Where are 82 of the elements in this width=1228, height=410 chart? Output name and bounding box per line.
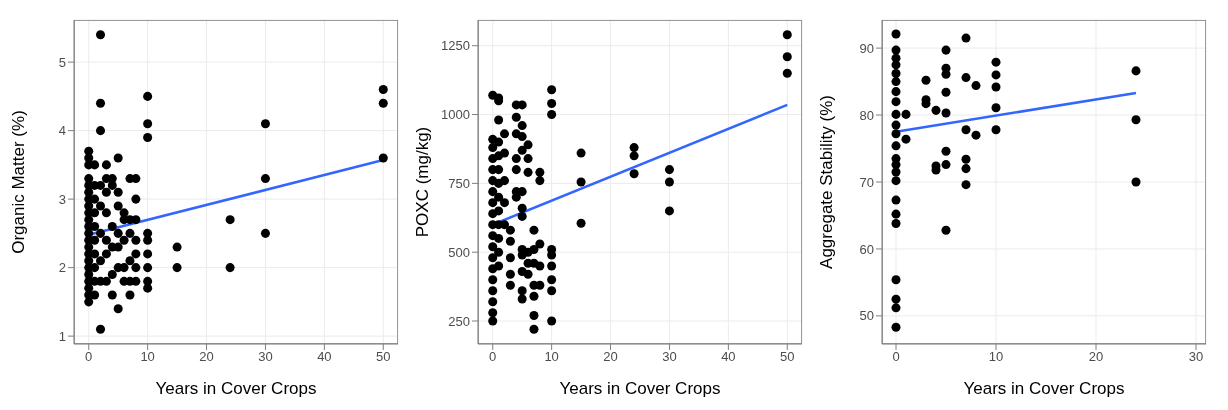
- point: [991, 57, 1001, 67]
- x-tick-label: 30: [1188, 349, 1204, 365]
- y-tick-label: 80: [859, 107, 874, 123]
- x-tick-label: 20: [1088, 349, 1104, 365]
- y-axis-title: POXC (mg/kg): [413, 126, 433, 238]
- x-axis-title: Years in Cover Crops: [559, 379, 721, 398]
- point: [891, 275, 901, 285]
- y-tick-label: 70: [859, 174, 874, 190]
- x-tick-label: 40: [317, 349, 332, 365]
- y-tick-label: 90: [859, 40, 874, 56]
- y-tick-label: 50: [859, 308, 874, 324]
- x-tick-label: 40: [721, 349, 736, 365]
- y-tick-label: 60: [859, 241, 874, 257]
- point: [891, 29, 901, 39]
- point: [941, 45, 951, 55]
- point: [891, 294, 901, 304]
- point: [891, 87, 901, 97]
- y-axis-title: Aggregate Stability (%): [817, 95, 837, 269]
- y-tick-label: 500: [448, 244, 470, 260]
- point: [891, 97, 901, 107]
- x-tick-label: 10: [544, 349, 559, 365]
- x-tick-label: 10: [140, 349, 155, 365]
- point: [891, 209, 901, 219]
- point: [941, 160, 951, 170]
- point: [891, 120, 901, 130]
- point: [941, 108, 951, 118]
- point: [991, 103, 1001, 113]
- point: [891, 322, 901, 332]
- point: [991, 70, 1001, 80]
- point: [991, 82, 1001, 92]
- point: [1131, 66, 1141, 76]
- point: [931, 105, 941, 115]
- x-tick-label: 20: [603, 349, 618, 365]
- point: [891, 176, 901, 186]
- x-axis-title: Years in Cover Crops: [963, 379, 1125, 398]
- y-tick-label: 5: [58, 54, 66, 70]
- point: [961, 164, 971, 174]
- point: [971, 81, 981, 91]
- point: [891, 109, 901, 119]
- y-tick-label: 1000: [441, 107, 470, 123]
- point: [891, 219, 901, 229]
- x-tick-label: 30: [258, 349, 273, 365]
- x-tick-label: 50: [780, 349, 795, 365]
- point: [891, 45, 901, 55]
- point: [891, 53, 901, 63]
- y-tick-label: 4: [58, 123, 66, 139]
- point: [961, 33, 971, 43]
- x-tick-label: 0: [489, 349, 497, 365]
- point: [961, 125, 971, 135]
- point: [1131, 177, 1141, 187]
- point: [941, 87, 951, 97]
- point: [971, 130, 981, 140]
- x-tick-label: 30: [662, 349, 677, 365]
- point: [901, 134, 911, 144]
- point: [891, 195, 901, 205]
- point: [891, 303, 901, 313]
- x-tick-label: 20: [199, 349, 214, 365]
- y-tick-label: 1: [58, 328, 66, 344]
- point: [901, 109, 911, 119]
- point: [961, 154, 971, 164]
- point: [961, 180, 971, 190]
- y-tick-label: 750: [448, 175, 470, 191]
- x-tick-label: 0: [892, 349, 900, 365]
- point: [991, 125, 1001, 135]
- x-tick-label: 0: [85, 349, 93, 365]
- point: [921, 75, 931, 85]
- y-axis-title: Organic Matter (%): [9, 110, 29, 254]
- point: [941, 63, 951, 73]
- x-tick-label: 10: [988, 349, 1004, 365]
- point: [961, 73, 971, 83]
- point: [891, 129, 901, 139]
- y-tick-label: 1250: [441, 38, 470, 54]
- point: [1131, 115, 1141, 125]
- point: [891, 141, 901, 151]
- y-tick-label: 2: [58, 260, 66, 276]
- x-axis-title: Years in Cover Crops: [155, 379, 317, 398]
- y-tick-label: 3: [58, 191, 66, 207]
- y-tick-label: 250: [448, 313, 470, 329]
- point: [941, 146, 951, 156]
- point: [891, 69, 901, 79]
- point: [941, 225, 951, 235]
- x-tick-label: 50: [376, 349, 391, 365]
